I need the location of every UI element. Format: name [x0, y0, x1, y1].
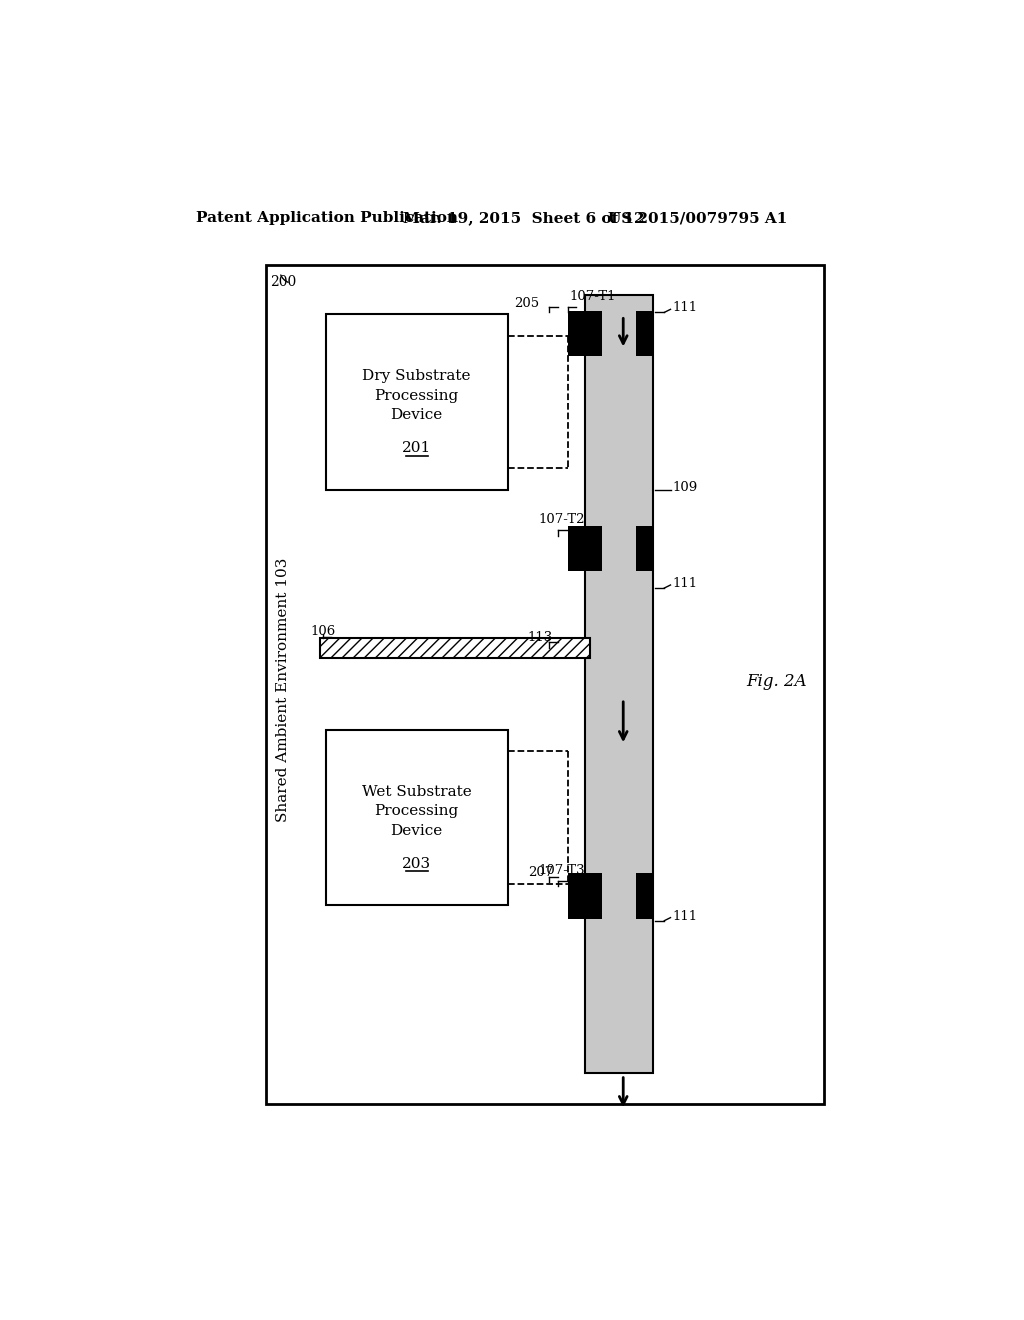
- Bar: [636, 527, 653, 572]
- Text: Mar. 19, 2015  Sheet 6 of 12: Mar. 19, 2015 Sheet 6 of 12: [403, 211, 645, 226]
- Bar: [636, 873, 653, 919]
- Text: 207: 207: [528, 866, 553, 879]
- Text: 106: 106: [311, 624, 336, 638]
- Text: 107-T1: 107-T1: [569, 290, 616, 304]
- Text: Dry Substrate
Processing
Device: Dry Substrate Processing Device: [362, 370, 471, 422]
- Text: Patent Application Publication: Patent Application Publication: [197, 211, 458, 226]
- Text: Fig. 2A: Fig. 2A: [746, 673, 807, 690]
- Text: 201: 201: [402, 441, 431, 455]
- Text: 111: 111: [672, 909, 697, 923]
- Bar: [266, 264, 824, 1104]
- Text: 203: 203: [402, 857, 431, 871]
- Bar: [326, 314, 508, 490]
- Bar: [586, 296, 653, 1073]
- Bar: [568, 312, 602, 355]
- Text: 111: 111: [672, 301, 697, 314]
- Text: 205: 205: [514, 297, 539, 310]
- Text: Wet Substrate
Processing
Device: Wet Substrate Processing Device: [361, 785, 472, 838]
- Text: 200: 200: [270, 276, 296, 289]
- Text: 109: 109: [672, 482, 697, 495]
- Bar: [636, 312, 653, 355]
- Bar: [326, 730, 508, 906]
- Bar: [568, 873, 602, 919]
- Text: Shared Ambient Environment 103: Shared Ambient Environment 103: [276, 557, 290, 822]
- Text: 107-T2: 107-T2: [539, 513, 586, 527]
- Bar: [568, 527, 602, 572]
- Text: 111: 111: [672, 577, 697, 590]
- Text: 107-T3: 107-T3: [539, 863, 586, 876]
- Text: 113: 113: [527, 631, 552, 644]
- Bar: [321, 638, 590, 659]
- Text: US 2015/0079795 A1: US 2015/0079795 A1: [608, 211, 787, 226]
